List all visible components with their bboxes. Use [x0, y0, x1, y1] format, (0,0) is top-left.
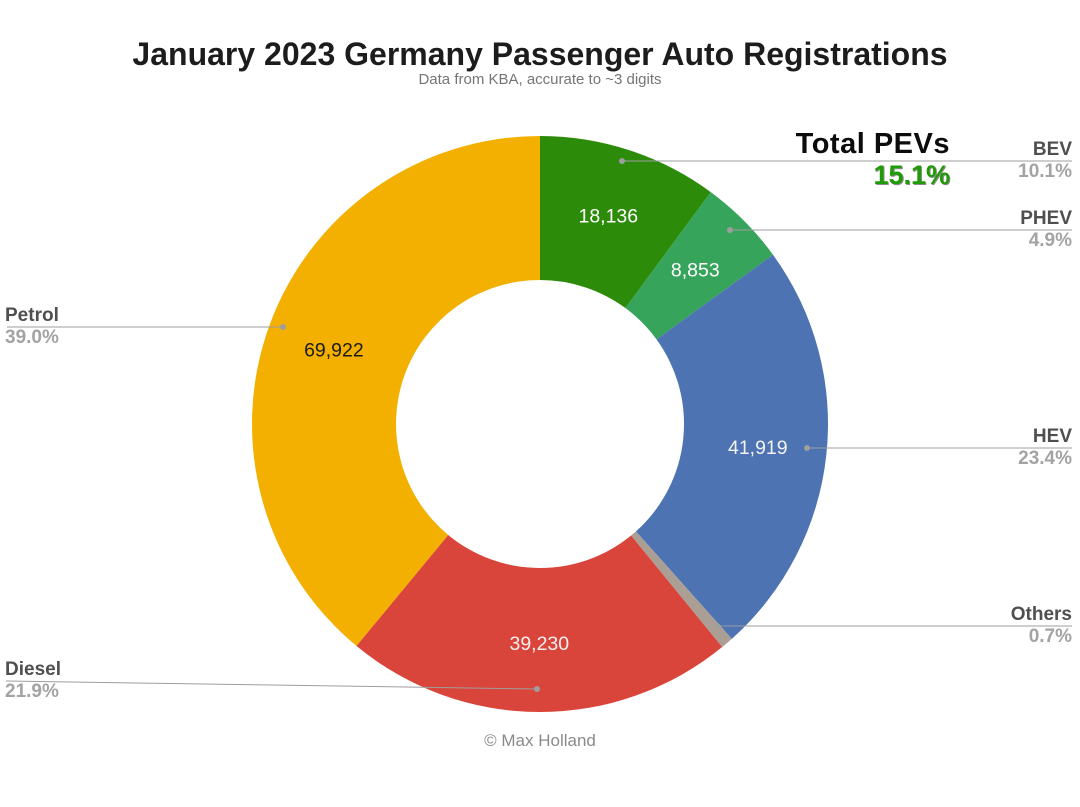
- slice-value-bev: 18,136: [578, 206, 638, 228]
- callout-hev-label: HEV: [1032, 426, 1072, 447]
- callout-others-pct: 0.7%: [1028, 626, 1072, 647]
- leader-dot-others: [715, 623, 721, 629]
- callout-others-label: Others: [1010, 604, 1072, 625]
- leader-lines: [5, 158, 1072, 692]
- slice-others: [631, 531, 732, 648]
- total-pevs-annotation: Total PEVs 15.1%: [796, 128, 950, 190]
- slice-bev: [540, 136, 711, 309]
- callout-hev: HEV 23.4%: [1018, 426, 1072, 470]
- callout-phev: PHEV 4.9%: [1020, 208, 1072, 252]
- copyright-footer: © Max Holland: [484, 731, 596, 750]
- slice-value-hev: 41,919: [728, 437, 788, 459]
- callout-hev-pct: 23.4%: [1018, 448, 1072, 469]
- slice-value-phev: 8,853: [671, 259, 720, 281]
- callout-phev-label: PHEV: [1020, 208, 1072, 229]
- leader-dot-phev: [727, 227, 733, 233]
- callout-bev: BEV 10.1%: [1018, 139, 1072, 183]
- callout-diesel-label: Diesel: [5, 659, 61, 680]
- chart-title: January 2023 Germany Passenger Auto Regi…: [132, 36, 948, 72]
- slice-phev: [625, 192, 773, 340]
- leader-dot-hev: [804, 445, 810, 451]
- callout-phev-pct: 4.9%: [1028, 230, 1072, 251]
- callout-petrol-label: Petrol: [5, 305, 59, 326]
- donut-slice-value-labels: 18,136 8,853 41,919 39,230 69,922: [304, 206, 788, 655]
- leader-dot-petrol: [280, 324, 286, 330]
- callout-others: Others 0.7%: [1011, 604, 1072, 648]
- callout-petrol: Petrol 39.0%: [5, 305, 59, 349]
- slice-value-diesel: 39,230: [509, 633, 569, 655]
- slice-petrol: [251, 135, 540, 646]
- slice-diesel: [356, 534, 723, 713]
- leader-dot-diesel: [534, 686, 540, 692]
- slice-value-petrol: 69,922: [304, 340, 364, 362]
- donut-slices: [251, 135, 828, 713]
- callout-bev-label: BEV: [1032, 139, 1072, 160]
- callout-diesel: Diesel 21.9%: [5, 659, 61, 703]
- chart-subtitle: Data from KBA, accurate to ~3 digits: [418, 71, 662, 88]
- total-pevs-label: Total PEVs: [795, 128, 950, 160]
- slice-hev: [635, 254, 828, 639]
- leader-line-diesel: [5, 680, 538, 690]
- callout-bev-pct: 10.1%: [1018, 161, 1072, 182]
- callout-petrol-pct: 39.0%: [5, 327, 59, 348]
- total-pevs-value: 15.1%: [873, 160, 950, 190]
- leader-dot-bev: [619, 158, 625, 164]
- callout-diesel-pct: 21.9%: [5, 681, 59, 702]
